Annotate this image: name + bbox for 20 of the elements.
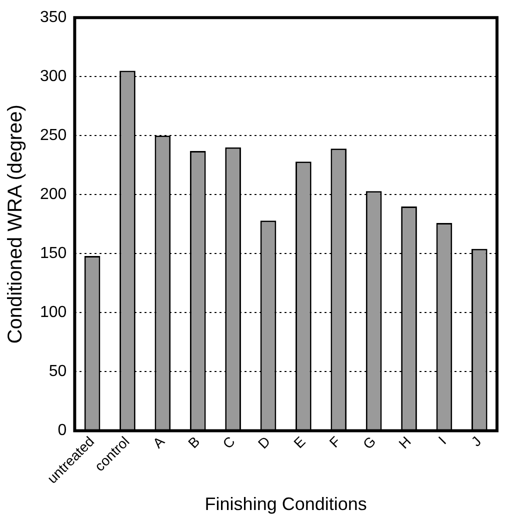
y-tick-label: 100 <box>40 304 67 322</box>
y-tick-label: 200 <box>40 186 67 204</box>
y-tick-label: 250 <box>40 127 67 144</box>
y-tick-label: 0 <box>58 422 67 440</box>
x-tick-label: G <box>360 433 379 452</box>
x-tick-label: I <box>434 433 450 448</box>
y-tick-label: 350 <box>40 9 67 26</box>
x-tick-label: B <box>184 433 203 452</box>
y-tick-label: 300 <box>40 68 67 86</box>
x-axis-title: Finishing Conditions <box>204 494 367 514</box>
y-axis-title: Conditioned WRA (degree) <box>4 104 27 344</box>
y-tick-label: 50 <box>48 363 67 380</box>
x-tick-label: E <box>290 433 308 452</box>
y-tick-label: 150 <box>40 245 67 262</box>
x-tick-label: J <box>468 433 484 450</box>
x-tick-label: C <box>219 433 238 452</box>
x-tick-label: F <box>326 433 344 451</box>
x-tick-label: H <box>395 433 414 452</box>
x-tick-label: A <box>150 432 168 452</box>
x-tick-label: D <box>254 433 274 452</box>
